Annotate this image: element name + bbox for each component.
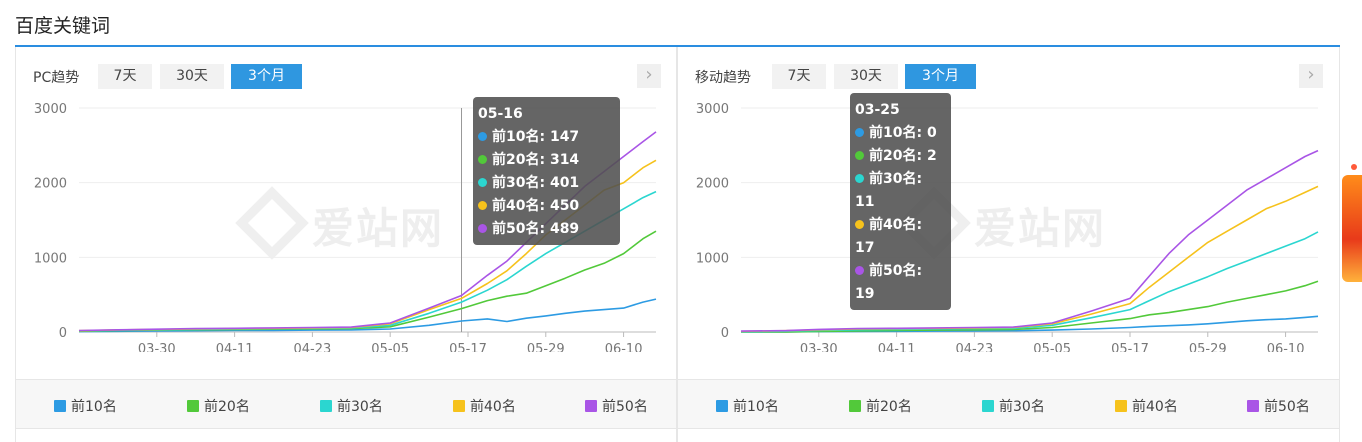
pc-tooltip-item-top10: 前10名: 147 (478, 126, 614, 149)
x-tick-label: 05-17 (1111, 342, 1149, 352)
series-dot (855, 220, 864, 229)
y-tick-label: 2000 (34, 177, 67, 192)
x-tick-label: 04-11 (216, 342, 254, 352)
legend-swatch (982, 400, 994, 412)
pc-tab-7days[interactable]: 7天 (98, 64, 152, 89)
pc-trend-label: PC趋势 (33, 70, 80, 86)
pc-trend-chart: 0 1000 2000 3000 03-30 04-11 04-23 05-05 05-17 05… (34, 102, 657, 352)
mobile-tooltip-item-top10: 前10名: 0 (855, 122, 945, 145)
series-line-top50 (740, 149, 1319, 332)
legend-swatch (1115, 400, 1127, 412)
y-tick-label: 0 (59, 326, 67, 341)
mobile-legend: 前10名 前20名 前30名 前40名 前50名 (678, 379, 1339, 429)
y-tick-label: 1000 (696, 251, 729, 266)
legend-swatch (54, 400, 66, 412)
legend-swatch (849, 400, 861, 412)
pc-tooltip-item-top40: 前40名: 450 (478, 195, 614, 218)
x-tick-label: 05-05 (371, 342, 409, 352)
pc-tab-30days[interactable]: 30天 (160, 64, 224, 89)
legend-item-top50[interactable]: 前50名 (585, 396, 648, 416)
pc-legend: 前10名 前20名 前30名 前40名 前50名 (16, 379, 676, 429)
mobile-watermark: 爱站网 (974, 204, 1107, 253)
legend-item-top20[interactable]: 前20名 (187, 396, 250, 416)
x-tick-label: 04-23 (294, 342, 332, 352)
legend-swatch (453, 400, 465, 412)
x-tick-label: 05-17 (449, 342, 487, 352)
series-dot (478, 224, 487, 233)
mobile-tab-3months[interactable]: 3个月 (905, 64, 976, 89)
series-line-top20 (78, 230, 657, 333)
series-line-top30 (740, 231, 1319, 333)
chevron-right-icon: › (645, 64, 653, 85)
legend-item-top30[interactable]: 前30名 (320, 396, 383, 416)
title-divider (15, 45, 1340, 47)
legend-item-top20[interactable]: 前20名 (849, 396, 912, 416)
y-tick-label: 0 (721, 326, 729, 341)
mobile-tooltip-item-top50: 前50名: 19 (855, 263, 923, 302)
mobile-tab-7days[interactable]: 7天 (772, 64, 826, 89)
x-tick-label: 05-29 (527, 342, 565, 352)
pc-tooltip-item-top50: 前50名: 489 (478, 218, 614, 241)
x-tick-label: 03-30 (800, 342, 838, 352)
series-dot (478, 178, 487, 187)
mobile-tooltip-item-top30: 前30名: 11 (855, 171, 923, 210)
legend-swatch (320, 400, 332, 412)
legend-swatch (1247, 400, 1259, 412)
pc-tooltip: 05-16 前10名: 147 前20名: 314 前30名: 401 前40名… (473, 97, 620, 245)
series-line-top20 (741, 280, 1319, 333)
legend-item-top50[interactable]: 前50名 (1247, 396, 1310, 416)
x-tick-label: 06-10 (605, 342, 643, 352)
mobile-trend-label: 移动趋势 (695, 70, 751, 86)
series-dot (855, 128, 864, 137)
pc-tooltip-item-top30: 前30名: 401 (478, 172, 614, 195)
series-dot (855, 151, 864, 160)
section-title: 百度关键词 (15, 15, 111, 37)
mobile-tab-30days[interactable]: 30天 (834, 64, 898, 89)
x-tick-label: 04-11 (878, 342, 916, 352)
pc-watermark: 爱站网 (312, 204, 445, 253)
pc-tab-3months[interactable]: 3个月 (231, 64, 302, 89)
series-dot (855, 174, 864, 183)
x-tick-label: 04-23 (956, 342, 994, 352)
series-line-top40 (740, 185, 1319, 333)
x-tick-label: 05-29 (1189, 342, 1227, 352)
series-dot (478, 155, 487, 164)
legend-swatch (187, 400, 199, 412)
legend-item-top40[interactable]: 前40名 (453, 396, 516, 416)
pc-next-button[interactable]: › (637, 64, 661, 88)
legend-item-top30[interactable]: 前30名 (982, 396, 1045, 416)
side-promo-tab[interactable] (1342, 175, 1362, 282)
chevron-right-icon: › (1307, 64, 1315, 85)
legend-item-top10[interactable]: 前10名 (54, 396, 117, 416)
x-tick-label: 05-05 (1033, 342, 1071, 352)
notification-dot (1351, 164, 1357, 170)
series-dot (855, 266, 864, 275)
mobile-tooltip-date: 03-25 (855, 102, 900, 118)
y-tick-label: 3000 (696, 102, 729, 117)
x-tick-label: 03-30 (138, 342, 176, 352)
series-dot (478, 201, 487, 210)
y-tick-label: 2000 (696, 177, 729, 192)
series-line-top10 (78, 298, 657, 333)
mobile-tooltip: 03-25 前10名: 0 前20名: 2 前30名: 11 前40名: 17 … (850, 93, 951, 310)
mobile-next-button[interactable]: › (1299, 64, 1323, 88)
legend-item-top10[interactable]: 前10名 (716, 396, 779, 416)
legend-swatch (716, 400, 728, 412)
legend-item-top40[interactable]: 前40名 (1115, 396, 1178, 416)
legend-swatch (585, 400, 597, 412)
mobile-tooltip-item-top40: 前40名: 17 (855, 217, 923, 256)
y-tick-label: 1000 (34, 251, 67, 266)
series-dot (478, 132, 487, 141)
pc-trend-panel: PC趋势 7天 30天 3个月 › 爱站网 0 1000 2000 3000 03-30… (15, 47, 677, 442)
mobile-tooltip-item-top20: 前20名: 2 (855, 145, 945, 168)
mobile-trend-panel: 移动趋势 7天 30天 3个月 › 爱站网 0 1000 2000 3000 03-30… (677, 47, 1340, 442)
mobile-trend-chart: 0 1000 2000 3000 03-30 04-11 04-23 05-05 05-17 05… (696, 102, 1319, 352)
pc-tooltip-date: 05-16 (478, 106, 523, 122)
pc-tooltip-item-top20: 前20名: 314 (478, 149, 614, 172)
x-tick-label: 06-10 (1267, 342, 1305, 352)
y-tick-label: 3000 (34, 102, 67, 117)
